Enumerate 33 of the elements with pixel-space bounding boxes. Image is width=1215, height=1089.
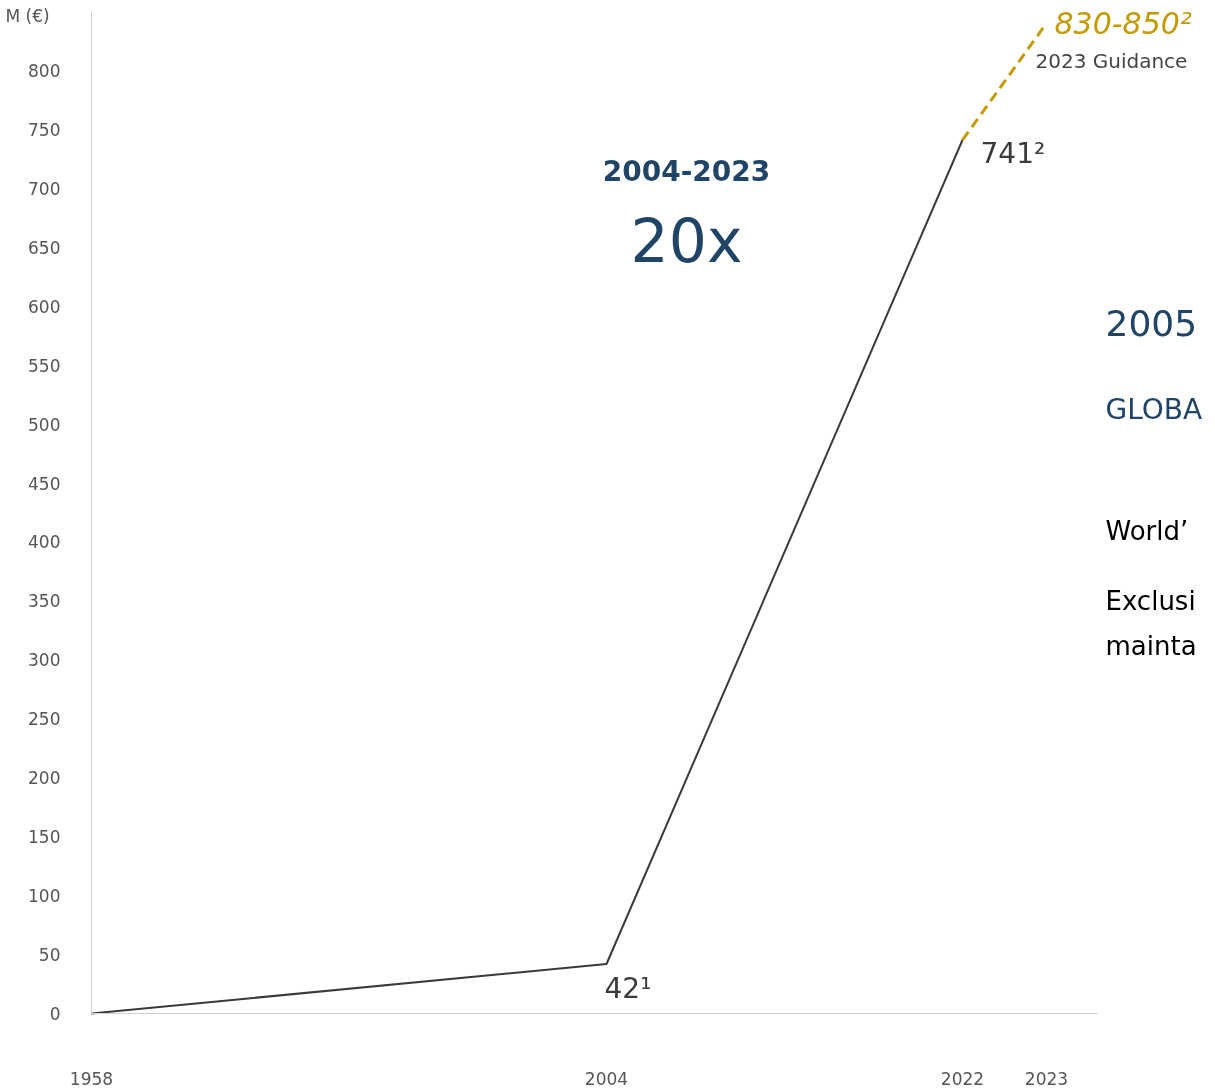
y-tick-label: 550 — [28, 355, 61, 376]
text: GLOBA — [1105, 392, 1203, 426]
text: 2005 — [1105, 302, 1198, 344]
y-tick-label: 200 — [28, 768, 61, 789]
y-tick-label: 300 — [28, 650, 61, 671]
y-tick-label: 600 — [28, 296, 61, 317]
y-tick-label: 0 — [49, 1004, 61, 1024]
data-label: 830-850² — [1054, 5, 1192, 41]
y-tick-label: 50 — [38, 945, 61, 966]
text: mainta — [1105, 630, 1197, 661]
annotation: 20x — [630, 205, 743, 276]
y-axis-title: M (€) — [5, 5, 50, 26]
y-tick-label: 800 — [28, 60, 61, 81]
annotation: 2023 Guidance — [1035, 48, 1188, 73]
y-tick-label: 450 — [28, 473, 61, 494]
x-tick-label: 2022 — [940, 1068, 985, 1089]
x-tick-label: 2004 — [584, 1068, 629, 1089]
y-tick-label: 100 — [28, 886, 61, 907]
data-label: 741² — [980, 137, 1046, 171]
text: World’ — [1105, 515, 1189, 546]
y-tick-label: 400 — [28, 532, 61, 553]
text: Exclusi — [1105, 585, 1196, 616]
y-tick-label: 350 — [28, 591, 61, 612]
data-label: 42¹ — [604, 971, 652, 1005]
y-tick-label: 650 — [28, 237, 61, 258]
y-tick-label: 500 — [28, 414, 61, 435]
x-tick-label: 2023 — [1024, 1068, 1069, 1089]
y-tick-label: 150 — [28, 827, 61, 848]
annotation: 2004-2023 — [602, 154, 771, 188]
x-tick-label: 1958 — [69, 1068, 114, 1089]
y-tick-label: 750 — [28, 119, 61, 140]
y-tick-label: 250 — [28, 709, 61, 730]
y-tick-label: 700 — [28, 178, 61, 199]
